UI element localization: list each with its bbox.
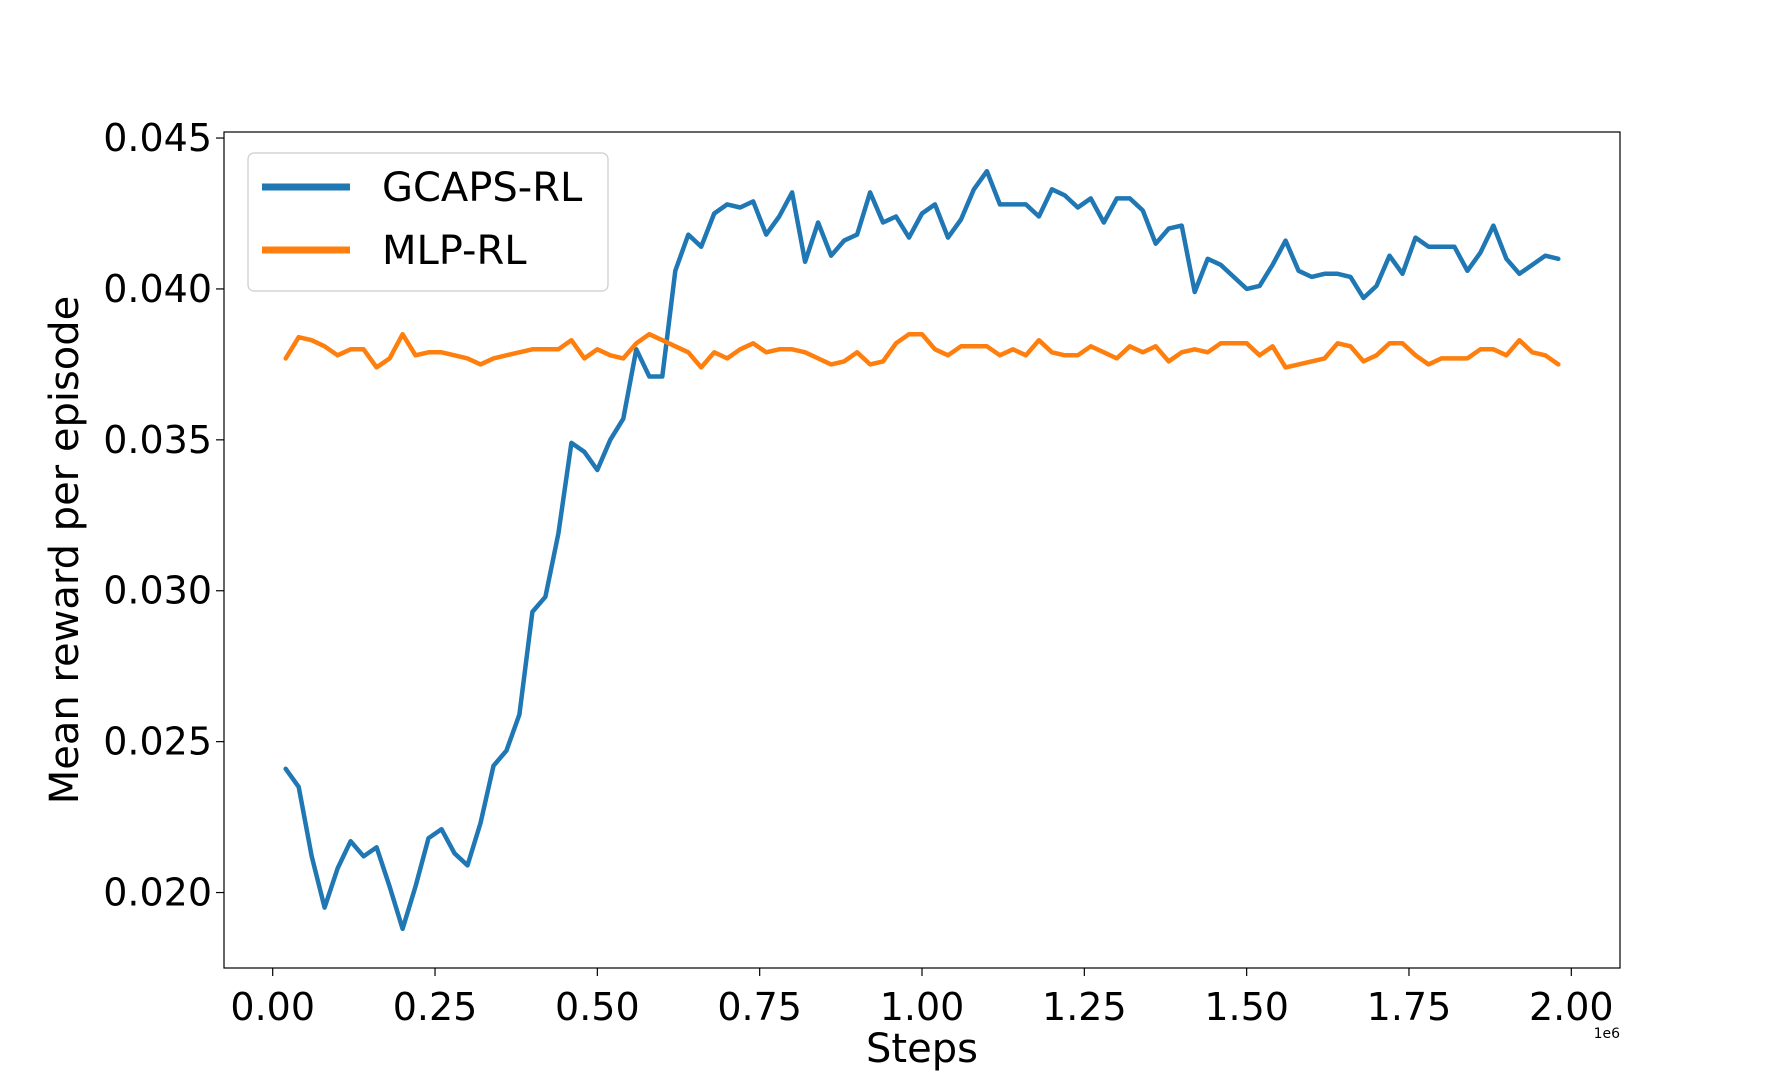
x-tick-label: 0.75 — [717, 985, 802, 1029]
y-tick-label: 0.045 — [103, 116, 212, 160]
x-tick-label: 1.75 — [1367, 985, 1452, 1029]
y-axis-label: Mean reward per episode — [42, 296, 88, 805]
legend-label-1: MLP-RL — [382, 228, 527, 274]
y-tick-label: 0.040 — [103, 267, 212, 311]
x-tick-label: 2.00 — [1529, 985, 1614, 1029]
series-line-0 — [283, 168, 1561, 932]
axis-ticks: 0.00 0.25 0.50 0.75 1.00 1.25 1.50 1.75 2.00 0.02… — [103, 116, 1613, 1029]
y-tick-label: 0.030 — [103, 569, 212, 613]
y-tick-label: 0.020 — [103, 871, 212, 915]
legend-label-0: GCAPS-RL — [382, 165, 583, 211]
x-tick-label: 0.50 — [555, 985, 640, 1029]
x-tick-label: 1.50 — [1204, 985, 1289, 1029]
legend: GCAPS-RL MLP-RL — [247, 152, 609, 292]
y-tick-label: 0.025 — [103, 720, 212, 764]
plot-area — [283, 168, 1561, 932]
x-tick-label: 1.25 — [1042, 985, 1127, 1029]
x-tick-label: 0.00 — [230, 985, 315, 1029]
x-tick-label: 1.00 — [880, 985, 965, 1029]
series-line-1 — [283, 331, 1561, 370]
y-tick-label: 0.035 — [103, 418, 212, 462]
x-axis-offset-label: 1e6 — [1594, 1026, 1621, 1042]
x-axis-label: Steps — [866, 1026, 978, 1072]
x-tick-label: 0.25 — [393, 985, 478, 1029]
